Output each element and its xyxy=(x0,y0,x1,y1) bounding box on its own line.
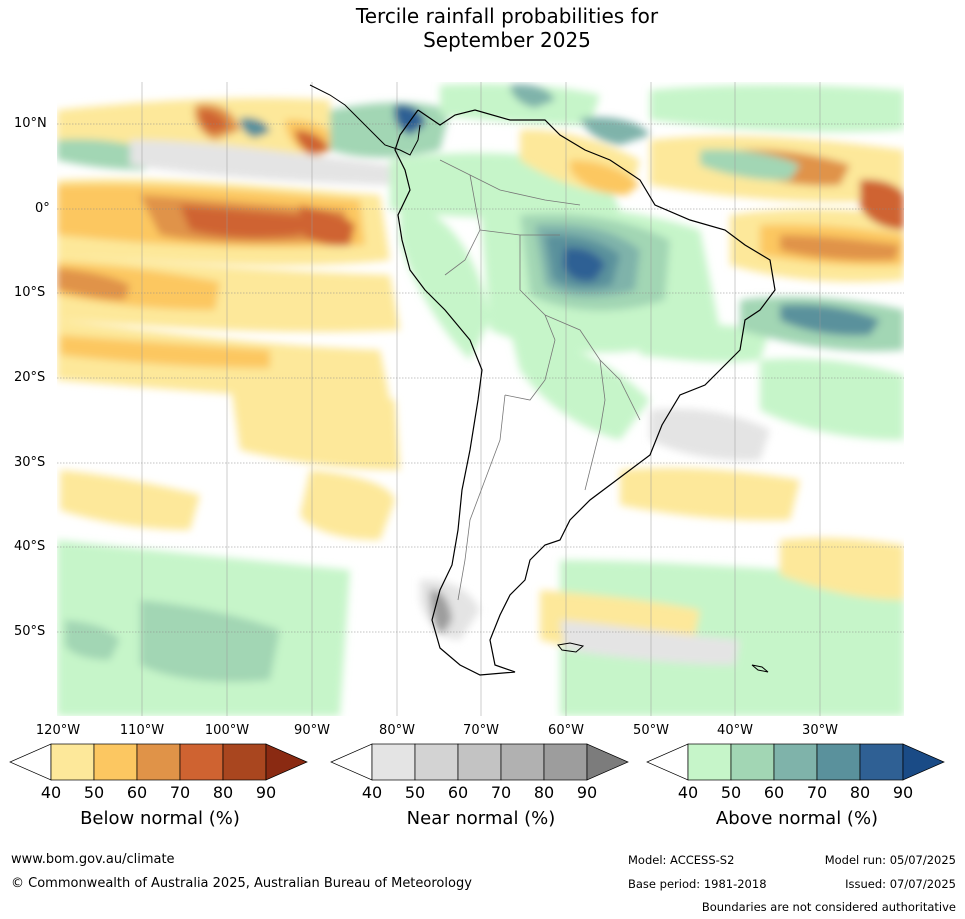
lon-label-30w: 30°W xyxy=(802,723,838,738)
lon-label-50w: 50°W xyxy=(633,723,669,738)
probability-field xyxy=(57,83,904,716)
lat-label-10s: 10°S xyxy=(14,285,46,300)
colorbar-below-title: Below normal (%) xyxy=(80,808,240,829)
title-line-2: September 2025 xyxy=(423,28,591,52)
colorbar-below-swatches xyxy=(9,743,308,781)
colorbar-below-swatch xyxy=(179,743,224,781)
colorbar-above-title: Above normal (%) xyxy=(715,808,879,829)
colorbar-above-normal xyxy=(646,743,945,781)
colorbar-below-tick-label: 70 xyxy=(169,783,191,802)
colorbar-below-upper-extend xyxy=(265,743,308,781)
colorbar-above-swatch xyxy=(859,743,904,781)
colorbar-below-tick-label: 50 xyxy=(83,783,105,802)
lon-label-120w: 120°W xyxy=(35,723,81,738)
south-georgia xyxy=(751,664,769,673)
map-title: Tercile rainfall probabilities for Septe… xyxy=(0,4,965,52)
footer-model-run: Model run: 05/07/2025 xyxy=(824,853,956,867)
footer-model: Model: ACCESS-S2 xyxy=(628,853,735,867)
colorbar-above-tick-label: 60 xyxy=(763,783,785,802)
lon-label-40w: 40°W xyxy=(717,723,753,738)
colorbar-near-tick-label: 50 xyxy=(404,783,426,802)
colorbar-near-swatch xyxy=(371,743,416,781)
lon-label-80w: 80°W xyxy=(379,723,415,738)
colorbar-above-swatches xyxy=(646,743,945,781)
falkland-islands xyxy=(557,642,585,653)
lon-label-110w: 110°W xyxy=(119,723,165,738)
footer-disclaimer: Boundaries are not considered authoritat… xyxy=(701,900,956,914)
central-america-coastline xyxy=(309,84,421,156)
graticule xyxy=(57,123,904,633)
colorbar-near-swatch xyxy=(414,743,459,781)
colorbar-below-swatch xyxy=(93,743,138,781)
meridians xyxy=(141,82,821,716)
colorbar-below-tick-label: 60 xyxy=(126,783,148,802)
colorbar-below-lower-extend xyxy=(9,743,52,781)
footer-copyright: © Commonwealth of Australia 2025, Austra… xyxy=(11,876,472,891)
colorbar-above-swatch xyxy=(773,743,818,781)
lat-label-0: 0° xyxy=(35,201,50,216)
rainfall-map xyxy=(57,82,904,716)
colorbar-near-upper-extend xyxy=(586,743,629,781)
lat-label-20s: 20°S xyxy=(14,370,46,385)
colorbar-near-swatch xyxy=(543,743,588,781)
footer-website: www.bom.gov.au/climate xyxy=(11,852,175,867)
colorbar-above-tick-label: 50 xyxy=(720,783,742,802)
colorbar-near-tick-label: 70 xyxy=(490,783,512,802)
colorbar-below-swatch xyxy=(50,743,95,781)
title-line-1: Tercile rainfall probabilities for xyxy=(355,4,659,28)
lat-label-10n: 10°N xyxy=(14,116,47,131)
lon-label-60w: 60°W xyxy=(548,723,584,738)
colorbar-near-tick-label: 40 xyxy=(361,783,383,802)
colorbar-below-tick-label: 40 xyxy=(40,783,62,802)
colorbar-below-swatch xyxy=(136,743,181,781)
colorbar-near-normal xyxy=(330,743,629,781)
colorbar-above-lower-extend xyxy=(646,743,689,781)
colorbar-below-tick-label: 80 xyxy=(212,783,234,802)
colorbar-near-tick-label: 90 xyxy=(576,783,598,802)
footer-issued: Issued: 07/07/2025 xyxy=(845,877,956,891)
colorbar-near-lower-extend xyxy=(330,743,373,781)
lon-label-90w: 90°W xyxy=(294,723,330,738)
colorbar-above-tick-label: 70 xyxy=(806,783,828,802)
colorbar-above-upper-extend xyxy=(902,743,945,781)
colorbar-above-tick-label: 40 xyxy=(677,783,699,802)
lon-label-100w: 100°W xyxy=(204,723,250,738)
colorbar-above-tick-label: 80 xyxy=(849,783,871,802)
lat-label-30s: 30°S xyxy=(14,455,46,470)
colorbar-above-swatch xyxy=(816,743,861,781)
colorbar-below-swatch xyxy=(222,743,267,781)
footer-base-period: Base period: 1981-2018 xyxy=(628,877,767,891)
lat-label-50s: 50°S xyxy=(14,624,46,639)
colorbar-above-swatch xyxy=(730,743,775,781)
colorbar-near-swatch xyxy=(500,743,545,781)
country-borders xyxy=(439,159,641,601)
colorbar-near-swatch xyxy=(457,743,502,781)
colorbar-above-tick-label: 90 xyxy=(892,783,914,802)
colorbar-below-tick-label: 90 xyxy=(255,783,277,802)
south-america-coastline xyxy=(394,109,776,676)
colorbar-above-swatch xyxy=(687,743,732,781)
colorbar-near-title: Near normal (%) xyxy=(406,808,556,829)
colorbar-near-tick-label: 60 xyxy=(447,783,469,802)
colorbar-near-tick-label: 80 xyxy=(533,783,555,802)
lon-label-70w: 70°W xyxy=(463,723,499,738)
lat-label-40s: 40°S xyxy=(14,539,46,554)
colorbar-below-normal xyxy=(9,743,308,781)
colorbar-near-swatches xyxy=(330,743,629,781)
